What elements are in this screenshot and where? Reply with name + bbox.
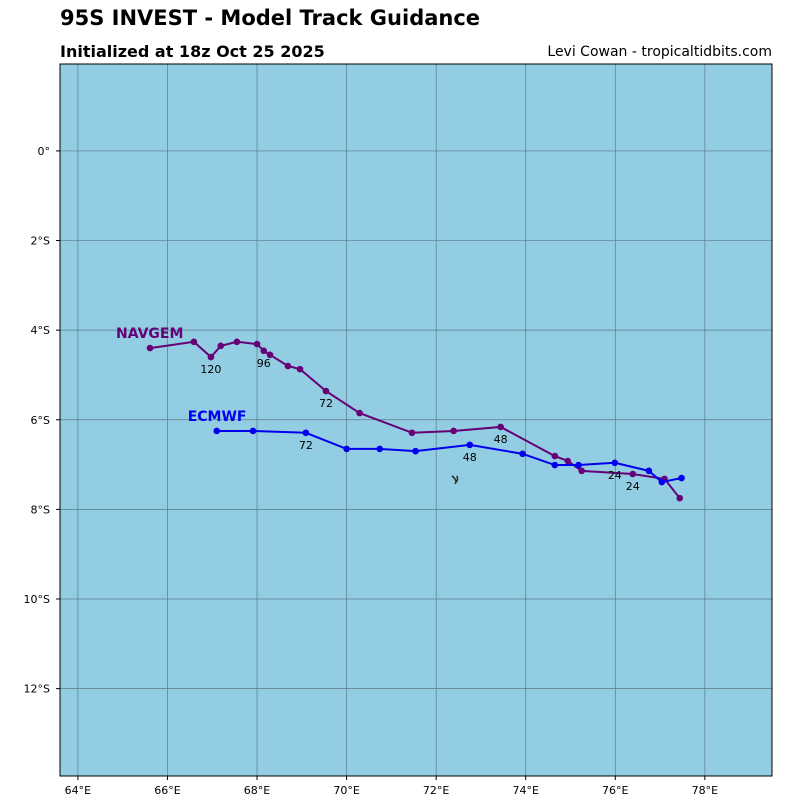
lon-tick-label: 66°E [154, 784, 180, 797]
model-label-ecmwf: ECMWF [188, 409, 247, 425]
lon-tick-label: 70°E [333, 784, 359, 797]
forecast-hour-label: 24 [608, 469, 622, 482]
track-point [260, 347, 268, 355]
lat-tick-label: 4°S [31, 324, 50, 337]
track-point [678, 474, 685, 482]
track-point [551, 452, 559, 460]
track-point [412, 447, 419, 455]
page-title: 95S INVEST - Model Track Guidance [60, 6, 481, 30]
lon-tick-label: 76°E [602, 784, 628, 797]
track-point [343, 445, 350, 453]
track-point [497, 423, 504, 431]
track-point [217, 342, 225, 350]
track-line-ecmwf [216, 429, 682, 484]
track-point [302, 429, 310, 437]
track-point [629, 470, 637, 478]
track-point [249, 427, 257, 435]
lat-tick-label: 12°S [24, 683, 50, 696]
tropical-cyclone-icon [451, 475, 459, 485]
track-point [611, 459, 619, 467]
lat-tick-label: 8°S [31, 503, 50, 516]
track-point [266, 351, 274, 359]
forecast-hour-label: 120 [200, 363, 221, 376]
lon-tick-label: 78°E [692, 784, 718, 797]
track-point [322, 387, 330, 395]
track-point [408, 429, 416, 437]
lon-tick-label: 64°E [65, 784, 91, 797]
forecast-hour-label: 72 [319, 397, 333, 410]
lat-tick-label: 0° [38, 145, 51, 158]
track-point [207, 353, 215, 361]
lon-tick-label: 72°E [423, 784, 449, 797]
track-point [519, 450, 526, 458]
track-point [450, 427, 457, 435]
forecast-hour-label: 72 [299, 439, 313, 452]
track-point [233, 338, 241, 346]
forecast-hour-label: 48 [463, 451, 477, 464]
track-point [645, 467, 653, 475]
track-point [356, 409, 363, 417]
track-point [564, 457, 572, 465]
track-point [190, 338, 198, 346]
track-point [676, 494, 684, 502]
forecast-hour-label: 96 [257, 357, 271, 370]
track-point [146, 344, 154, 352]
forecast-hour-label: 24 [626, 480, 640, 493]
track-point [284, 362, 292, 370]
track-point [658, 478, 666, 486]
map-frame [59, 63, 773, 777]
track-point [575, 461, 582, 469]
lat-tick-label: 6°S [31, 414, 50, 427]
track-point [466, 441, 474, 449]
credit: Levi Cowan - tropicaltidbits.com [547, 44, 772, 60]
forecast-hour-label: 48 [494, 433, 508, 446]
track-point [578, 467, 585, 475]
lon-tick-label: 68°E [244, 784, 270, 797]
lat-tick-label: 2°S [31, 235, 50, 248]
track-point [376, 445, 384, 453]
init-time: Initialized at 18z Oct 25 2025 [60, 42, 325, 61]
lon-tick-label: 74°E [512, 784, 538, 797]
track-point [551, 461, 559, 469]
lat-tick-label: 10°S [24, 593, 50, 606]
track-point [213, 427, 221, 435]
track-point [296, 365, 304, 373]
track-point [253, 340, 261, 348]
model-label-navgem: NAVGEM [116, 326, 183, 342]
